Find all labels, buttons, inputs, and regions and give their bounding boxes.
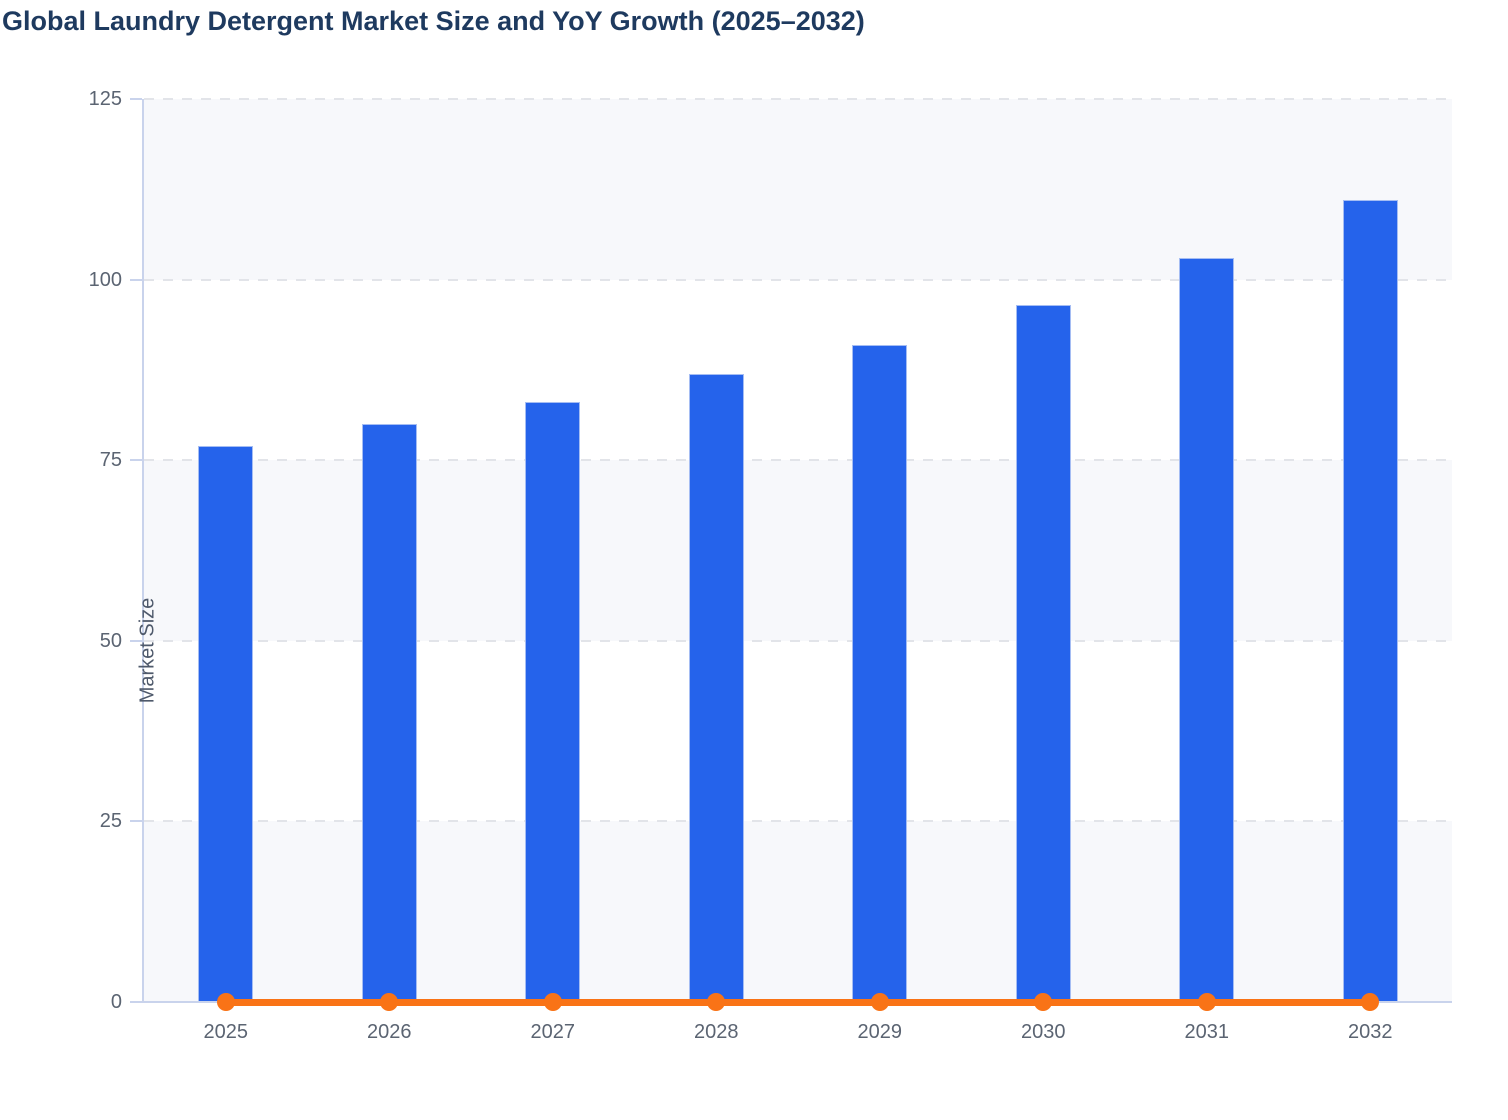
bar-2030 <box>1015 304 1071 1002</box>
bar-2027 <box>525 402 581 1002</box>
yoy-growth-marker-2029 <box>870 993 889 1011</box>
yoy-growth-marker-2032 <box>1361 993 1380 1011</box>
plot-band <box>144 821 1452 1002</box>
y-axis-tick <box>130 639 142 642</box>
y-axis-tick <box>130 98 142 100</box>
yoy-growth-marker-2031 <box>1197 993 1216 1011</box>
bar-2026 <box>361 424 417 1002</box>
yoy-growth-marker-2026 <box>380 993 399 1011</box>
plot-area: Market Size 0 25 50 75 100 125 2025 2026 2027 202… <box>89 89 1452 1043</box>
x-axis-tick-label-2031: 2031 <box>1184 1021 1230 1043</box>
gridline <box>144 98 1452 100</box>
x-axis-tick-label-2026: 2026 <box>367 1021 412 1043</box>
yoy-growth-marker-2025 <box>216 993 235 1011</box>
y-axis-tick-label: 50 <box>99 629 122 652</box>
y-axis-tick <box>130 820 142 823</box>
gridline <box>144 820 1452 823</box>
y-axis-tick <box>130 1001 142 1003</box>
x-axis-tick-label-2029: 2029 <box>857 1021 903 1043</box>
y-axis-tick-label: 75 <box>99 449 122 472</box>
gridline <box>144 278 1452 281</box>
y-axis-tick-label: 125 <box>88 88 122 110</box>
bar-2028 <box>688 373 744 1002</box>
x-axis-tick-label-2027: 2027 <box>530 1021 576 1043</box>
yoy-growth-line <box>222 998 1374 1006</box>
x-axis-tick-label-2025: 2025 <box>203 1021 249 1043</box>
chart-title: Global Laundry Detergent Market Size and… <box>2 6 865 36</box>
x-axis-tick-label-2032: 2032 <box>1348 1021 1393 1043</box>
plot-band <box>144 460 1452 641</box>
gridline <box>144 639 1452 642</box>
yoy-growth-marker-2027 <box>543 993 562 1011</box>
yoy-growth-marker-2030 <box>1034 993 1053 1011</box>
y-axis-tick-label: 100 <box>88 268 122 291</box>
y-axis-tick-label: 25 <box>99 810 122 833</box>
bar-2032 <box>1342 200 1398 1002</box>
y-axis-title: Market Size <box>136 597 159 704</box>
y-axis-tick-label: 0 <box>110 991 122 1013</box>
y-axis-tick <box>130 459 142 462</box>
yoy-growth-marker-2028 <box>707 993 726 1011</box>
gridline <box>144 459 1452 462</box>
bar-2029 <box>852 344 908 1002</box>
x-axis-tick-label-2028: 2028 <box>694 1021 739 1043</box>
bar-2031 <box>1179 257 1235 1002</box>
x-axis-tick-label-2030: 2030 <box>1021 1021 1066 1043</box>
plot-band <box>144 99 1452 280</box>
bar-2025 <box>198 445 254 1002</box>
y-axis-line <box>142 99 144 1002</box>
y-axis-tick <box>130 278 142 281</box>
